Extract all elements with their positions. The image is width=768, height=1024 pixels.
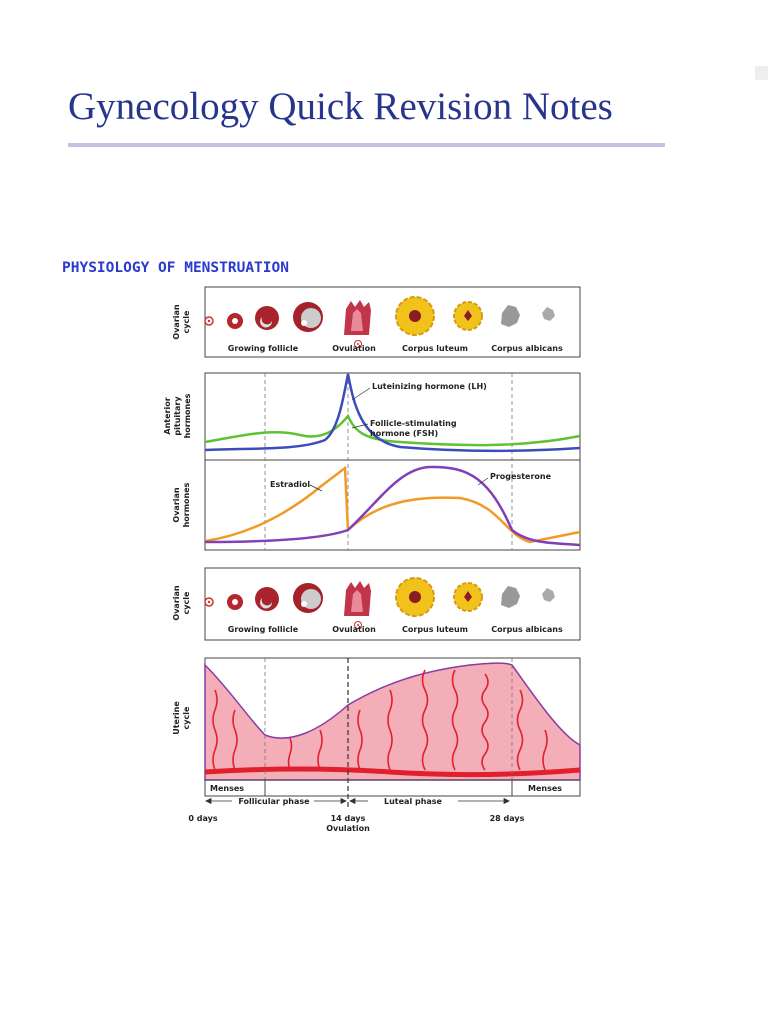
estradiol-label: Estradiol [270,480,310,489]
panel-label: Uterine [172,701,181,735]
panel-label: Ovarian [172,585,181,621]
figure-path [204,413,581,447]
phase-label: Luteal phase [384,797,443,806]
figure-path [204,465,581,544]
figure-path [421,669,429,771]
figure-path [205,797,212,805]
figure-path [204,465,581,547]
uterine-panel: Menses Menses Follicular phase Luteal ph… [172,657,581,833]
page-title: Gynecology Quick Revision Notes [68,85,613,128]
figure-path [204,373,581,453]
section-heading: PHYSIOLOGY OF MENSTRUATION [62,260,289,276]
panel-label: Ovarian [172,304,181,340]
figure-path [204,766,581,778]
stage-label: Corpus luteum [402,625,468,634]
stage-label: Corpus luteum [402,344,468,353]
stage-label: Corpus albicans [491,625,563,634]
stage-label: Ovulation [332,344,376,353]
figure-path [357,709,363,771]
figure-path [317,729,323,771]
panel-label: pituitary [173,396,182,436]
figure-path [349,797,356,805]
stage-label: Corpus albicans [491,344,563,353]
panel-label: Ovarian [172,487,181,523]
figure-text: Ovariancycle [172,304,191,340]
menses-label: Menses [528,784,562,793]
title-rule [68,143,665,147]
stage-label: Growing follicle [228,625,299,634]
panel-label: Anterior [163,397,172,434]
panel-label: cycle [182,591,191,614]
panel-label: cycle [182,706,191,729]
figure-path [542,729,548,771]
figure-text: Uterinecycle [172,701,191,735]
progesterone-label: Progesterone [490,472,552,481]
ovulation-label: Ovulation [326,824,370,833]
figure-path [451,669,459,771]
figure-g [212,669,548,771]
figure-path [481,673,489,771]
fsh-label-line: hormone (FSH) [370,429,438,438]
panel-label: hormones [182,482,191,527]
ovarian-panel-1: Ovariancycle Growing follicle Ovulation … [172,286,581,358]
figure-line [351,387,371,401]
figure-text: Ovariancycle [172,585,191,621]
figure-path [387,689,393,771]
lh-label: Luteinizing hormone (LH) [372,382,487,391]
side-tab [755,66,768,80]
figure-path [287,737,293,771]
figure-path [212,689,218,771]
stage-label: Growing follicle [228,344,299,353]
menses-label: Menses [210,784,244,793]
panel-label: cycle [182,310,191,333]
figure-path [340,797,347,805]
fsh-label-line: Follicle-stimulating [370,419,457,428]
figure-line [309,484,323,492]
figure-path [516,689,524,771]
figure-g [205,797,510,805]
hormone-panels: Luteinizing hormone (LH) Follicle-stimul… [163,372,581,551]
day-label: 0 days [188,814,217,823]
ovarian-panel-2: Ovariancycle Growing follicle Ovulation … [172,567,581,641]
panel-label: hormones [183,393,192,438]
figure-path [503,797,510,805]
figure-line [351,423,369,429]
stage-label: Ovulation [332,625,376,634]
phase-label: Follicular phase [238,797,310,806]
day-label: 14 days [331,814,366,823]
day-label: 28 days [490,814,525,823]
figure-text: Ovarianhormones [172,482,191,527]
figure-text: Anteriorpituitaryhormones [163,393,192,438]
figure-line [477,477,489,486]
fsh-label: Follicle-stimulating hormone (FSH) [370,419,457,438]
figure-path [232,709,238,771]
